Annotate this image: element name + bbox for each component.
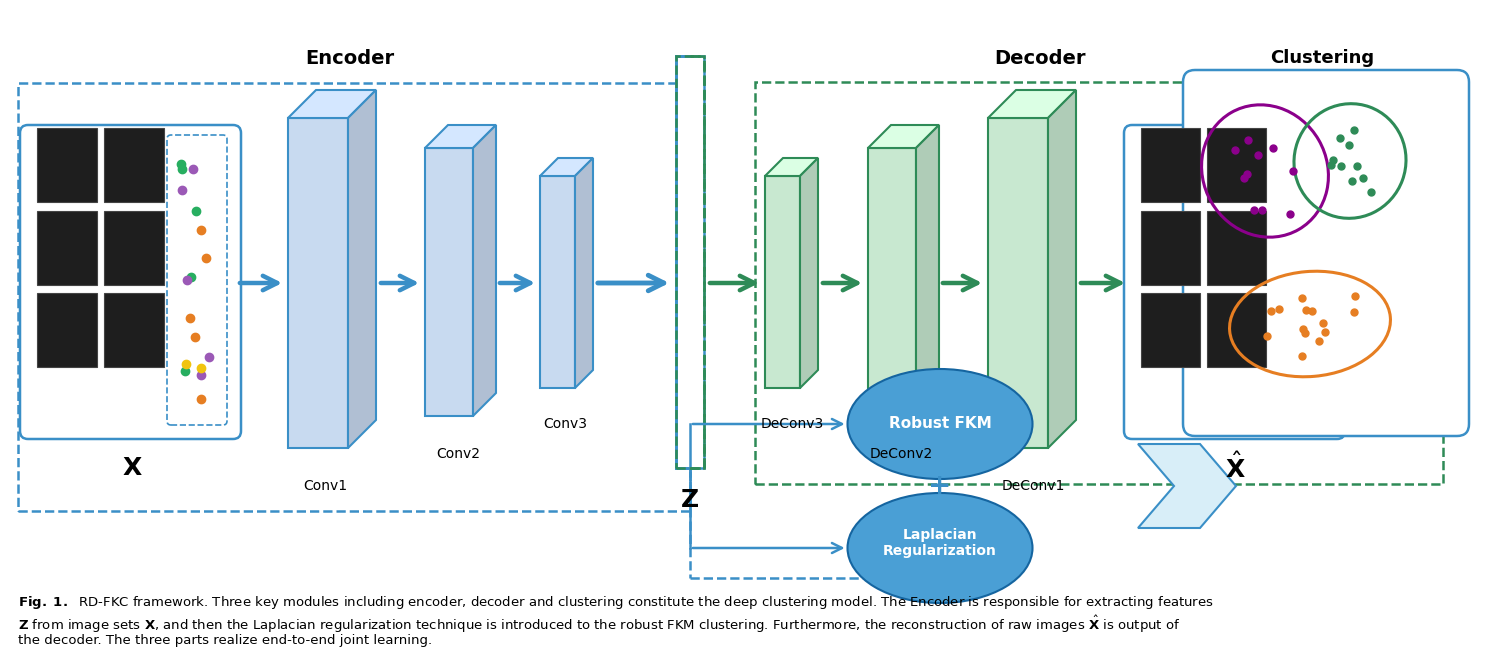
Polygon shape bbox=[425, 148, 473, 416]
Text: Robust FKM: Robust FKM bbox=[889, 416, 991, 432]
FancyBboxPatch shape bbox=[104, 211, 164, 285]
FancyBboxPatch shape bbox=[1142, 293, 1200, 367]
Polygon shape bbox=[1048, 90, 1075, 448]
Bar bbox=[18, 83, 689, 511]
Polygon shape bbox=[988, 90, 1075, 118]
Polygon shape bbox=[288, 118, 348, 448]
Polygon shape bbox=[1139, 444, 1236, 528]
Polygon shape bbox=[868, 148, 916, 416]
Text: DeConv3: DeConv3 bbox=[760, 417, 823, 431]
Text: Laplacian
Regularization: Laplacian Regularization bbox=[883, 528, 997, 558]
Text: Encoder: Encoder bbox=[305, 49, 395, 67]
Text: Conv3: Conv3 bbox=[544, 417, 587, 431]
Polygon shape bbox=[288, 90, 376, 118]
Bar bbox=[676, 56, 704, 468]
FancyBboxPatch shape bbox=[1208, 128, 1266, 202]
Text: the decoder. The three parts realize end-to-end joint learning.: the decoder. The three parts realize end… bbox=[18, 634, 433, 647]
Polygon shape bbox=[988, 118, 1048, 448]
Polygon shape bbox=[916, 125, 939, 416]
FancyBboxPatch shape bbox=[38, 128, 98, 202]
Text: DeConv1: DeConv1 bbox=[1002, 479, 1065, 493]
Text: $\mathbf{Z}$ from image sets $\mathbf{X}$, and then the Laplacian regularization: $\mathbf{Z}$ from image sets $\mathbf{X}… bbox=[18, 614, 1181, 635]
Text: $\mathbf{Z}$: $\mathbf{Z}$ bbox=[680, 488, 700, 512]
Text: Conv2: Conv2 bbox=[436, 447, 481, 461]
Polygon shape bbox=[541, 176, 575, 388]
Bar bbox=[756, 82, 1443, 484]
Text: DeConv2: DeConv2 bbox=[870, 447, 933, 461]
Polygon shape bbox=[348, 90, 376, 448]
Polygon shape bbox=[765, 158, 819, 176]
FancyBboxPatch shape bbox=[1142, 211, 1200, 285]
FancyBboxPatch shape bbox=[104, 293, 164, 367]
Polygon shape bbox=[473, 125, 496, 416]
Text: Clustering: Clustering bbox=[1269, 49, 1374, 67]
Text: Decoder: Decoder bbox=[994, 49, 1086, 67]
Polygon shape bbox=[868, 125, 939, 148]
FancyBboxPatch shape bbox=[38, 293, 98, 367]
Text: +: + bbox=[928, 472, 952, 500]
Polygon shape bbox=[765, 176, 801, 388]
FancyBboxPatch shape bbox=[1208, 293, 1266, 367]
FancyBboxPatch shape bbox=[20, 125, 240, 439]
Text: $\mathbf{X}$: $\mathbf{X}$ bbox=[122, 456, 143, 480]
Bar bbox=[676, 56, 704, 468]
FancyBboxPatch shape bbox=[1208, 211, 1266, 285]
FancyBboxPatch shape bbox=[1142, 128, 1200, 202]
Polygon shape bbox=[801, 158, 819, 388]
Text: $\hat{\mathbf{X}}$: $\hat{\mathbf{X}}$ bbox=[1224, 453, 1245, 484]
FancyBboxPatch shape bbox=[1123, 125, 1344, 439]
Polygon shape bbox=[575, 158, 593, 388]
FancyBboxPatch shape bbox=[1184, 70, 1469, 436]
FancyBboxPatch shape bbox=[104, 128, 164, 202]
Ellipse shape bbox=[847, 493, 1032, 603]
Ellipse shape bbox=[847, 369, 1032, 479]
Polygon shape bbox=[425, 125, 496, 148]
Text: $\mathbf{Fig.\ 1.}$  RD-FKC framework. Three key modules including encoder, deco: $\mathbf{Fig.\ 1.}$ RD-FKC framework. Th… bbox=[18, 594, 1214, 611]
Text: Conv1: Conv1 bbox=[303, 479, 347, 493]
Polygon shape bbox=[541, 158, 593, 176]
FancyBboxPatch shape bbox=[38, 211, 98, 285]
Bar bbox=[676, 56, 704, 468]
